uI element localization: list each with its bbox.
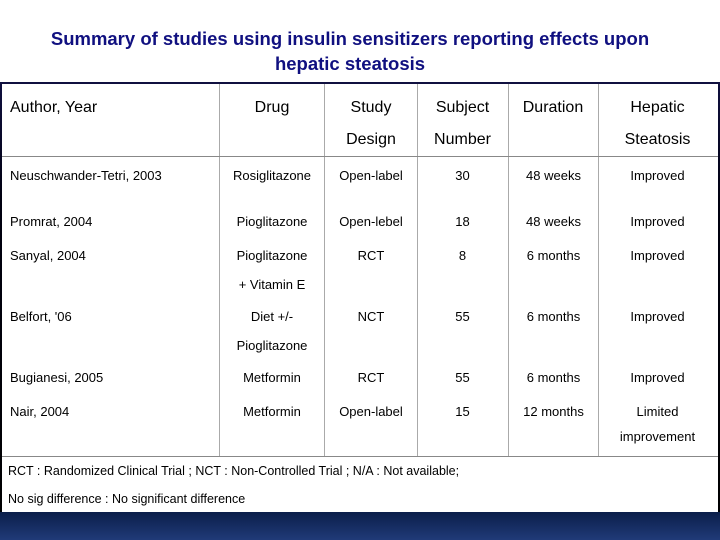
footnote-no-sig: No sig difference : No significant diffe… — [8, 492, 246, 506]
cell-subject: 8 — [458, 248, 467, 263]
header-design-line2: Design — [346, 131, 396, 148]
column-divider — [598, 84, 599, 456]
cell-design: Open-label — [339, 168, 403, 183]
cell-author: Belfort, '06 — [10, 309, 72, 324]
cell-steatosis: Limited — [636, 404, 679, 419]
cell-design: Open-lebel — [339, 214, 403, 229]
cell-drug: Metformin — [243, 404, 301, 419]
title-line-2: hepatic steatosis — [274, 53, 426, 74]
header-drug: Drug — [254, 99, 290, 116]
cell-author: Bugianesi, 2005 — [10, 370, 104, 385]
cell-drug: Pioglitazone — [236, 214, 308, 229]
cell-duration: 12 months — [523, 404, 584, 419]
cell-steatosis: Improved — [630, 168, 685, 183]
cell-steatosis: Improved — [630, 214, 685, 229]
cell-design: RCT — [357, 370, 385, 385]
cell-drug: Pioglitazone — [236, 248, 308, 263]
column-divider — [219, 84, 220, 456]
header-author: Author, Year — [10, 99, 98, 116]
cell-duration: 48 weeks — [526, 214, 581, 229]
cell-steatosis: Improved — [630, 370, 685, 385]
header-subject-line2: Number — [434, 131, 491, 148]
column-divider — [508, 84, 509, 456]
header-steatosis-line2: Steatosis — [624, 131, 691, 148]
footnote-abbreviations: RCT : Randomized Clinical Trial ; NCT : … — [8, 464, 460, 478]
cell-subject: 55 — [455, 309, 470, 324]
header-design-line1: Study — [350, 99, 392, 116]
cell-drug: Rosiglitazone — [232, 168, 312, 183]
cell-drug: Diet +/- — [250, 309, 294, 324]
column-divider — [417, 84, 418, 456]
cell-subject: 18 — [455, 214, 470, 229]
cell-author: Nair, 2004 — [10, 404, 70, 419]
header-steatosis-line1: Hepatic — [630, 99, 685, 116]
cell-author: Neuschwander-Tetri, 2003 — [10, 168, 162, 183]
cell-steatosis: Improved — [630, 248, 685, 263]
cell-drug-line2: Pioglitazone — [236, 338, 308, 353]
cell-steatosis: Improved — [630, 309, 685, 324]
cell-design: Open-label — [339, 404, 403, 419]
cell-author: Sanyal, 2004 — [10, 248, 86, 263]
footnote-divider — [2, 456, 718, 457]
cell-drug: Metformin — [243, 370, 301, 385]
cell-duration: 6 months — [526, 370, 581, 385]
cell-subject: 15 — [455, 404, 470, 419]
column-divider — [324, 84, 325, 456]
cell-design: NCT — [357, 309, 385, 324]
slide-bottom-bar — [0, 512, 720, 540]
cell-author: Promrat, 2004 — [10, 214, 93, 229]
cell-duration: 6 months — [526, 309, 581, 324]
header-duration: Duration — [522, 99, 584, 116]
slide-title: Summary of studies using insulin sensiti… — [0, 26, 700, 76]
cell-design: RCT — [357, 248, 385, 263]
cell-subject: 55 — [455, 370, 470, 385]
cell-duration: 6 months — [526, 248, 581, 263]
cell-subject: 30 — [455, 168, 470, 183]
cell-steatosis-line2: improvement — [619, 429, 696, 444]
cell-drug-line2: + Vitamin E — [238, 277, 306, 292]
cell-duration: 48 weeks — [526, 168, 581, 183]
title-line-1: Summary of studies using insulin sensiti… — [50, 28, 650, 49]
header-subject-line1: Subject — [435, 99, 490, 116]
header-divider — [2, 156, 718, 157]
